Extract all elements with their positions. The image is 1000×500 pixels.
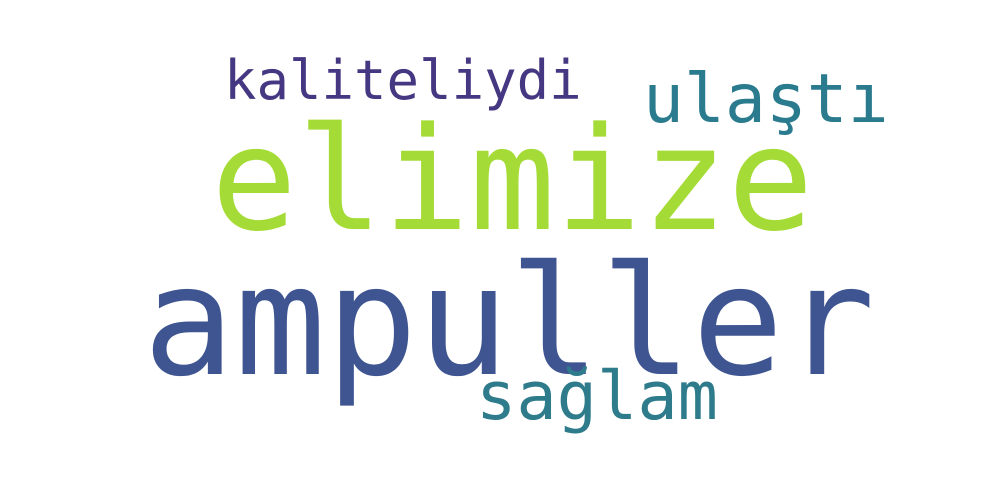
word-saglam: sağlam	[476, 357, 719, 435]
word-ampuller: ampuller	[143, 233, 876, 410]
word-ulasti: ulaştı	[643, 60, 889, 139]
word-elimize: elimize	[211, 96, 814, 263]
word-kaliteliydi: kaliteliydi	[224, 49, 582, 112]
